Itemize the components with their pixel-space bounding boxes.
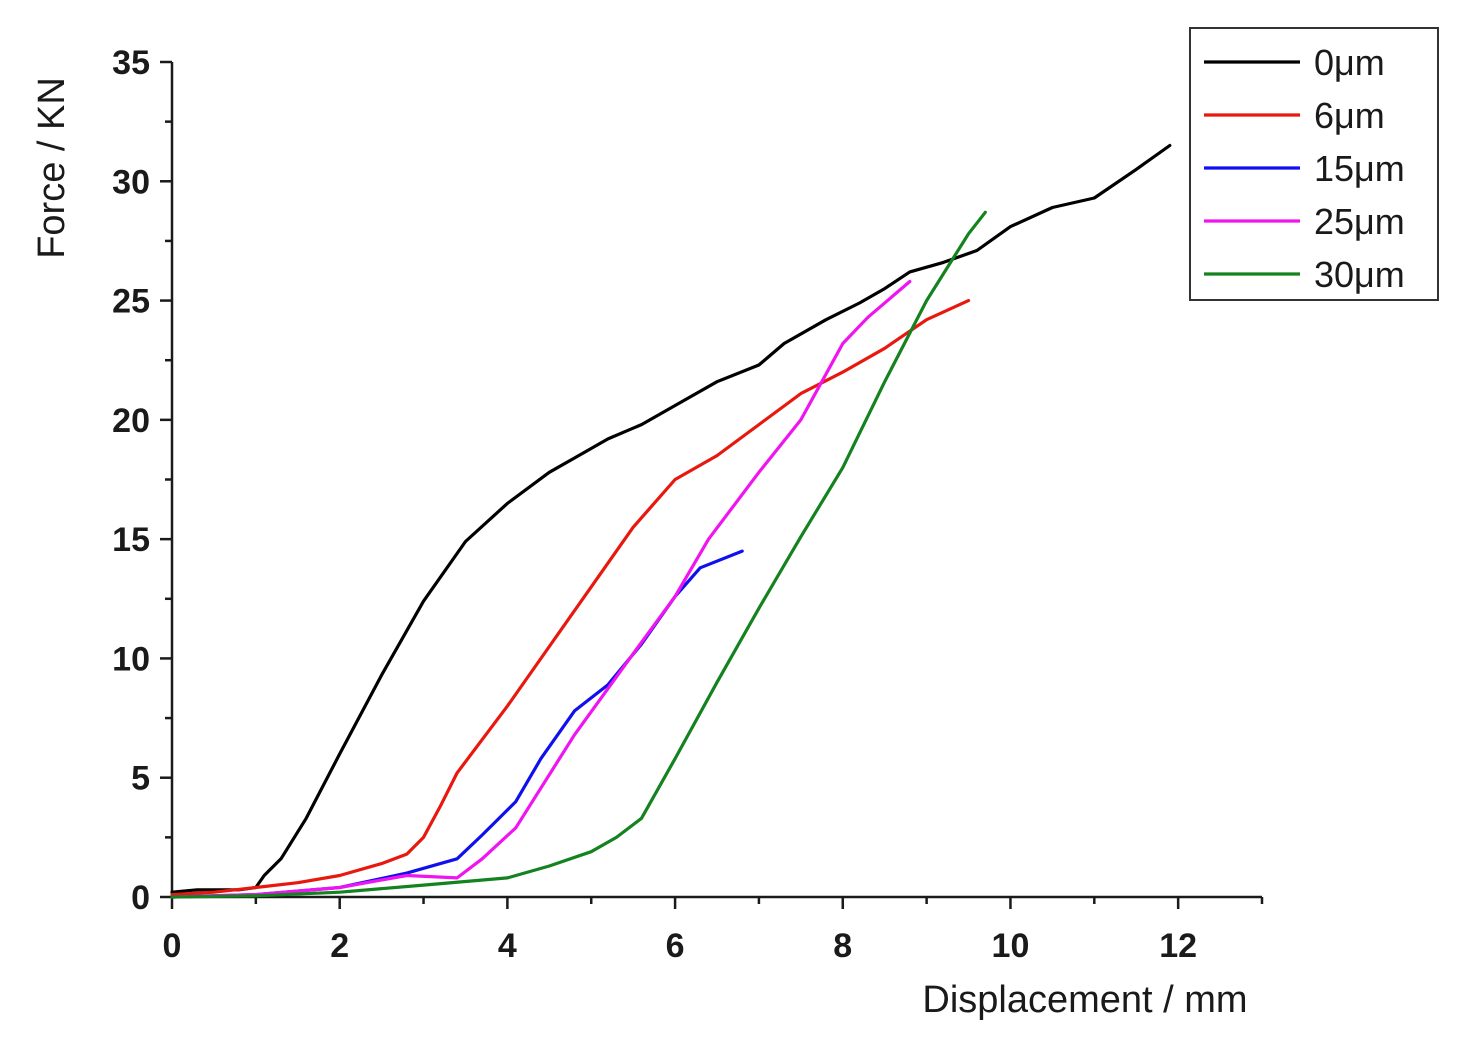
legend-box <box>1189 27 1439 301</box>
y-tick-label: 10 <box>112 640 150 678</box>
legend: 0μm 6μm 15μm 25μm 30μm <box>1189 27 1439 301</box>
y-tick-label: 5 <box>131 760 150 798</box>
x-tick-label: 8 <box>833 927 852 965</box>
plot-area: 0 2 4 6 8 10 12 0 5 10 15 20 25 30 35 <box>112 44 1264 965</box>
x-tick-label: 12 <box>1159 927 1197 965</box>
y-tick-label: 20 <box>112 402 150 440</box>
x-axis-ticks: 0 2 4 6 8 10 12 <box>163 897 1264 965</box>
y-tick-label: 35 <box>112 44 150 82</box>
x-tick-label: 0 <box>163 927 182 965</box>
legend-items: 0μm 6μm 15μm 25μm 30μm <box>1204 42 1405 295</box>
x-axis-label: Displacement / mm <box>922 979 1247 1021</box>
series-line-0mum <box>170 143 1172 894</box>
series-line-25mum <box>170 279 912 899</box>
x-tick-label: 2 <box>330 927 349 965</box>
legend-label: 15μm <box>1314 148 1405 189</box>
x-tick-label: 6 <box>666 927 685 965</box>
y-tick-label: 0 <box>131 879 150 917</box>
y-tick-label: 30 <box>112 163 150 201</box>
series-group <box>170 143 1172 899</box>
series-line-6mum <box>170 299 971 897</box>
y-tick-label: 15 <box>112 521 150 559</box>
x-tick-label: 4 <box>498 927 517 965</box>
series-line-30mum <box>170 210 987 899</box>
y-tick-label: 25 <box>112 283 150 321</box>
x-tick-label: 10 <box>992 927 1030 965</box>
legend-label: 25μm <box>1314 201 1405 242</box>
legend-label: 30μm <box>1314 254 1405 295</box>
y-axis-ticks: 0 5 10 15 20 25 30 35 <box>112 44 172 917</box>
legend-label: 0μm <box>1314 42 1385 83</box>
series-line-15mum <box>170 549 744 899</box>
y-axis-label: Force / KN <box>31 77 73 259</box>
legend-label: 6μm <box>1314 95 1385 136</box>
